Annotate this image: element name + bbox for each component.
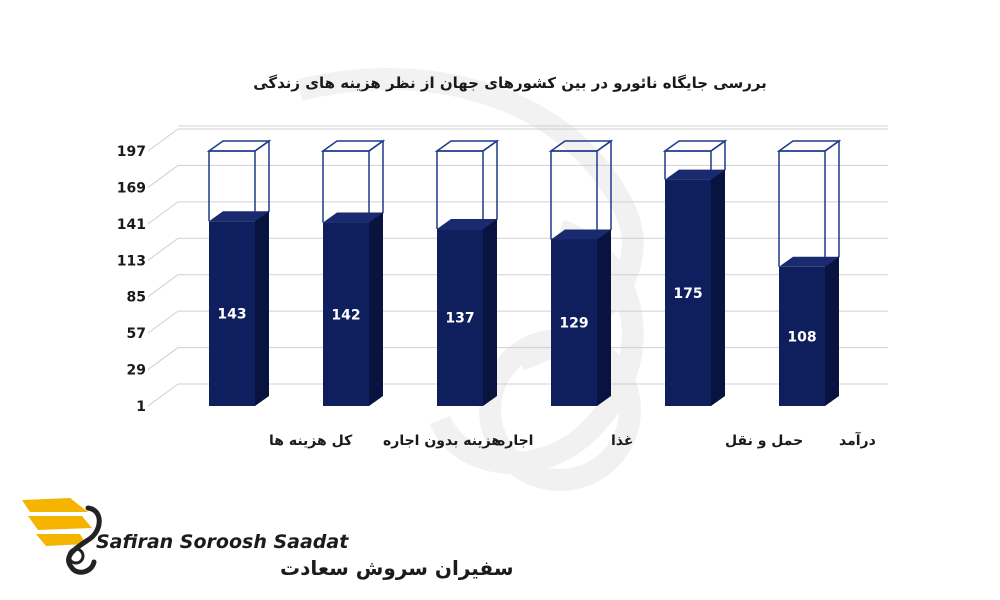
y-axis: 1 29 57 85 113 141 169 197	[117, 144, 146, 415]
x-tick-label: کل هزینه ها	[269, 433, 353, 449]
bar-max-top	[206, 140, 272, 152]
bar-max-outline	[322, 150, 370, 223]
gridlines	[147, 125, 888, 407]
bar-max-top	[662, 140, 728, 152]
bar-max-outline	[436, 150, 484, 230]
bar-top	[779, 256, 839, 267]
bar: 175	[662, 139, 728, 406]
gridline-depth	[147, 347, 179, 370]
y-tick-label: 197	[117, 144, 146, 160]
bar-max-outline	[208, 150, 256, 222]
bar-front	[665, 179, 711, 406]
x-tick-label: درآمد	[839, 431, 876, 449]
bar-top	[551, 229, 611, 240]
gridline-depth	[147, 383, 179, 407]
brand-logo: Safiran Soroosh Saadat سفیران سروش سعادت	[22, 498, 514, 580]
y-tick-label: 169	[117, 180, 146, 196]
data-label: 175	[673, 286, 702, 302]
bar-max-top	[434, 140, 500, 152]
brand-name-en: Safiran Soroosh Saadat	[96, 531, 349, 553]
bar: 142	[320, 139, 386, 406]
bar-max-side	[368, 139, 384, 224]
bar-side	[711, 169, 725, 406]
bar-front	[779, 266, 825, 406]
bar-side	[483, 219, 497, 406]
bar-max-side	[482, 139, 498, 230]
y-tick-label: 1	[136, 399, 146, 415]
wing-logo-icon	[22, 498, 102, 575]
bar-top	[437, 219, 497, 230]
bar: 129	[548, 139, 614, 406]
bar-max-top	[320, 140, 386, 152]
chart-title: بررسی جایگاه نائورو در بین کشورهای جهان …	[253, 74, 767, 92]
bar: 108	[776, 139, 842, 406]
y-tick-label: 29	[127, 363, 146, 379]
bar: 137	[434, 139, 500, 406]
y-tick-label: 113	[117, 253, 146, 269]
y-tick-label: 85	[127, 290, 146, 306]
data-label: 129	[559, 316, 588, 332]
bar-max-outline	[778, 150, 826, 267]
gridline-depth	[147, 310, 179, 334]
bar-side	[597, 229, 611, 406]
bar-front	[437, 229, 483, 406]
bar-max-side	[824, 139, 840, 268]
bar-side	[255, 211, 269, 406]
data-label: 108	[787, 329, 816, 345]
bar-max-side	[254, 139, 270, 222]
brand-name-fa: سفیران سروش سعادت	[280, 556, 514, 580]
gridline-depth	[147, 165, 179, 188]
y-tick-label: 141	[117, 217, 146, 233]
bar-side	[369, 212, 383, 406]
x-tick-label: غذا	[611, 433, 633, 449]
bars: 143 142 137 129 175 108	[206, 139, 842, 406]
bar-top	[323, 212, 383, 223]
bar-max-top	[776, 140, 842, 152]
bar-front	[323, 222, 369, 406]
x-tick-label: هزینه بدون اجاره	[383, 433, 501, 449]
bar-side	[825, 256, 839, 406]
x-tick-label: حمل و نقل	[725, 433, 803, 449]
bar-top	[665, 169, 725, 180]
x-tick-label: اجاره	[497, 433, 533, 449]
gridline-depth	[147, 237, 179, 261]
data-label: 142	[331, 307, 360, 323]
bar-front	[551, 239, 597, 406]
gridline-depth	[147, 201, 179, 225]
data-label: 137	[445, 311, 474, 327]
gridline-depth	[147, 274, 179, 298]
bar-top	[209, 211, 269, 222]
y-tick-label: 57	[127, 326, 146, 342]
data-label: 143	[217, 307, 246, 323]
bar: 143	[206, 139, 272, 406]
bar-front	[209, 221, 255, 406]
gridline-depth	[147, 128, 179, 152]
